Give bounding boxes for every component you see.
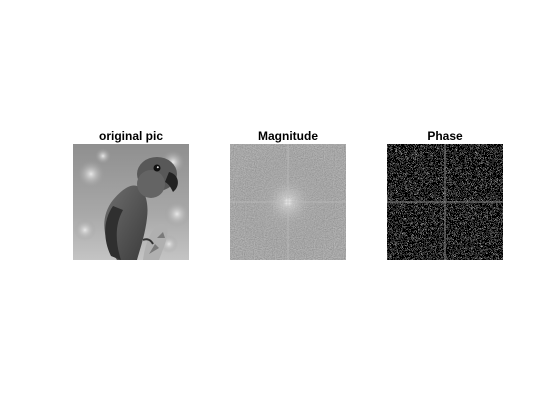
phase-image (387, 144, 503, 260)
panel-title-original: original pic (98, 129, 163, 143)
original-image (73, 144, 189, 260)
panel-phase: Phase (387, 128, 503, 260)
panel-title-magnitude: Magnitude (258, 129, 318, 143)
magnitude-image (230, 144, 346, 260)
panel-title-phase: Phase (427, 129, 463, 143)
panel-original: original pic (73, 128, 189, 260)
panel-magnitude: Magnitude (230, 128, 346, 260)
